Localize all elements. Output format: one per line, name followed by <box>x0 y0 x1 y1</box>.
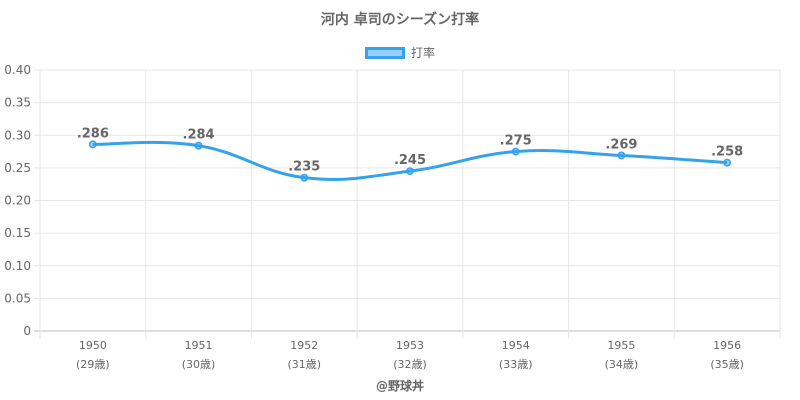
data-point[interactable] <box>617 151 626 160</box>
data-label: .286 <box>77 126 109 141</box>
y-tick-label: 0.25 <box>4 161 31 175</box>
data-label: .269 <box>605 137 637 152</box>
x-tick-label: 1952 <box>290 339 318 352</box>
y-tick-label: 0 <box>23 324 31 338</box>
x-tick-label: 1953 <box>396 339 424 352</box>
data-point[interactable] <box>88 140 97 149</box>
y-tick-label: 0.15 <box>4 226 31 240</box>
y-tick-label: 0.10 <box>4 259 31 273</box>
x-tick-label: 1954 <box>502 339 530 352</box>
y-tick-label: 0.20 <box>4 194 31 208</box>
data-label: .235 <box>288 160 320 175</box>
y-tick-label: 0.30 <box>4 128 31 142</box>
legend-label: 打率 <box>410 46 435 60</box>
y-tick-label: 0.35 <box>4 96 31 110</box>
x-tick-label: 1951 <box>185 339 213 352</box>
chart-title: 河内 卓司のシーズン打率 <box>320 12 480 28</box>
x-tick-sublabel: (30歳) <box>182 358 216 371</box>
data-point[interactable] <box>406 167 414 176</box>
y-tick-label: 0.05 <box>4 291 31 305</box>
data-label: .258 <box>711 145 743 160</box>
x-tick-sublabel: (32歳) <box>393 358 427 371</box>
x-tick-sublabel: (34歳) <box>605 358 639 371</box>
chart-legend[interactable]: 打率 <box>0 44 800 61</box>
x-tick-label: 1955 <box>607 339 635 352</box>
x-tick-sublabel: (29歳) <box>76 358 110 371</box>
x-tick-sublabel: (31歳) <box>287 358 321 371</box>
data-point[interactable] <box>194 141 203 150</box>
data-point[interactable] <box>511 147 520 156</box>
legend-swatch <box>364 46 405 59</box>
data-label: .284 <box>183 128 215 143</box>
credit-label: @野球丼 <box>375 379 424 393</box>
x-tick-label: 1956 <box>713 339 741 352</box>
data-label: .275 <box>500 134 532 149</box>
x-tick-sublabel: (35歳) <box>710 358 744 371</box>
y-tick-label: 0.40 <box>4 63 31 77</box>
x-tick-sublabel: (33歳) <box>499 358 533 371</box>
data-label: .245 <box>394 153 426 168</box>
data-point[interactable] <box>723 158 732 167</box>
data-point[interactable] <box>300 173 309 182</box>
x-tick-label: 1950 <box>79 339 107 352</box>
